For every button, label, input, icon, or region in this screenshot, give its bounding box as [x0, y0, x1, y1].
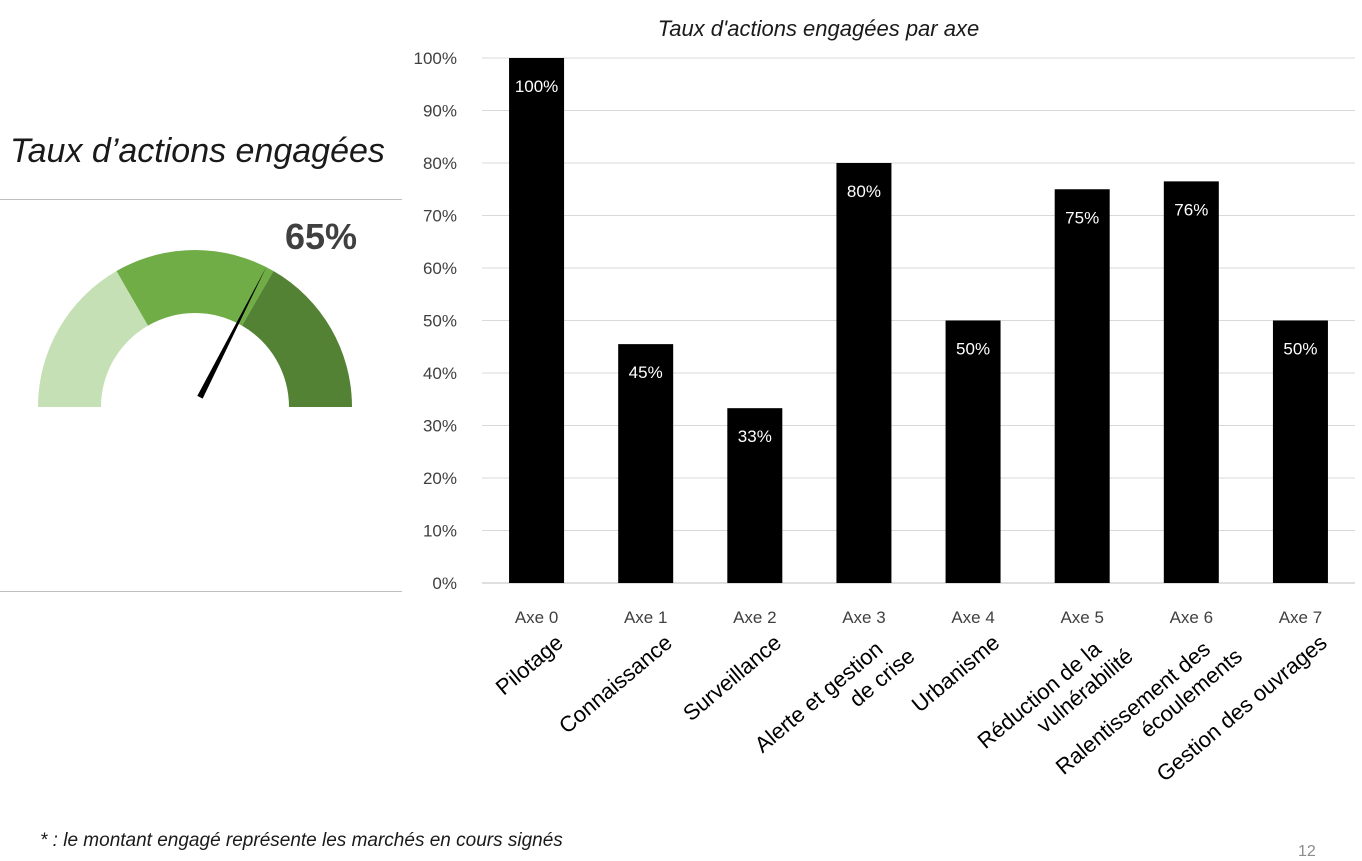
x-tick-label: Axe 1	[624, 608, 667, 627]
bar	[618, 344, 674, 583]
category-name-line: Urbanisme	[907, 630, 1005, 718]
y-tick-label: 100%	[414, 49, 457, 68]
x-tick-label: Axe 6	[1170, 608, 1213, 627]
data-label: 45%	[629, 363, 663, 382]
category-name-label: Urbanisme	[907, 630, 1005, 718]
bar	[1272, 320, 1328, 583]
y-tick-label: 80%	[423, 154, 457, 173]
data-label: 100%	[515, 77, 558, 96]
gauge-value-label: 65%	[285, 216, 358, 257]
gauge-needle	[197, 267, 267, 399]
x-tick-label: Axe 0	[515, 608, 558, 627]
x-tick-label: Axe 4	[951, 608, 994, 627]
y-tick-label: 90%	[423, 102, 457, 121]
data-label: 75%	[1065, 208, 1099, 227]
category-name-label: Pilotage	[491, 630, 568, 700]
bar	[1163, 181, 1219, 583]
y-tick-label: 40%	[423, 364, 457, 383]
gauge-segment-high	[242, 271, 352, 407]
data-label: 33%	[738, 427, 772, 446]
x-tick-label: Axe 2	[733, 608, 776, 627]
gauge-title: Taux d’actions engagées	[10, 132, 385, 170]
y-tick-label: 30%	[423, 417, 457, 436]
gauge-segment-low	[38, 271, 148, 407]
y-tick-label: 70%	[423, 207, 457, 226]
y-tick-label: 50%	[423, 312, 457, 331]
y-tick-label: 60%	[423, 259, 457, 278]
y-tick-label: 0%	[432, 574, 457, 593]
footnote: * : le montant engagé représente les mar…	[40, 830, 563, 851]
category-name-label: Surveillance	[678, 630, 786, 726]
gauge-segment-mid	[116, 249, 274, 326]
y-tick-label: 10%	[423, 522, 457, 541]
data-label: 80%	[847, 182, 881, 201]
data-label: 50%	[1283, 340, 1317, 359]
bar	[1054, 189, 1110, 583]
x-tick-label: Axe 5	[1060, 608, 1103, 627]
gauge-frame-top-line	[0, 199, 402, 200]
bar-chart: Taux d'actions engagées par axe 0% 10% 20% 3…	[414, 16, 1355, 786]
category-name-line: Connaissance	[554, 630, 677, 739]
gauge-frame-bottom-line	[0, 591, 402, 592]
data-label: 50%	[956, 340, 990, 359]
category-name-label: Connaissance	[554, 630, 677, 739]
bar	[509, 58, 565, 583]
x-tick-label: Axe 7	[1279, 608, 1322, 627]
y-tick-label: 20%	[423, 469, 457, 488]
chart-title: Taux d'actions engagées par axe	[658, 16, 979, 41]
bar	[727, 408, 783, 583]
category-name-line: Pilotage	[491, 630, 568, 700]
data-label: 76%	[1174, 200, 1208, 219]
x-tick-label: Axe 3	[842, 608, 885, 627]
category-name-line: Surveillance	[678, 630, 786, 726]
bar	[836, 163, 892, 583]
page-number: 12	[1298, 843, 1316, 860]
bar	[945, 320, 1001, 583]
gauge	[38, 249, 352, 407]
